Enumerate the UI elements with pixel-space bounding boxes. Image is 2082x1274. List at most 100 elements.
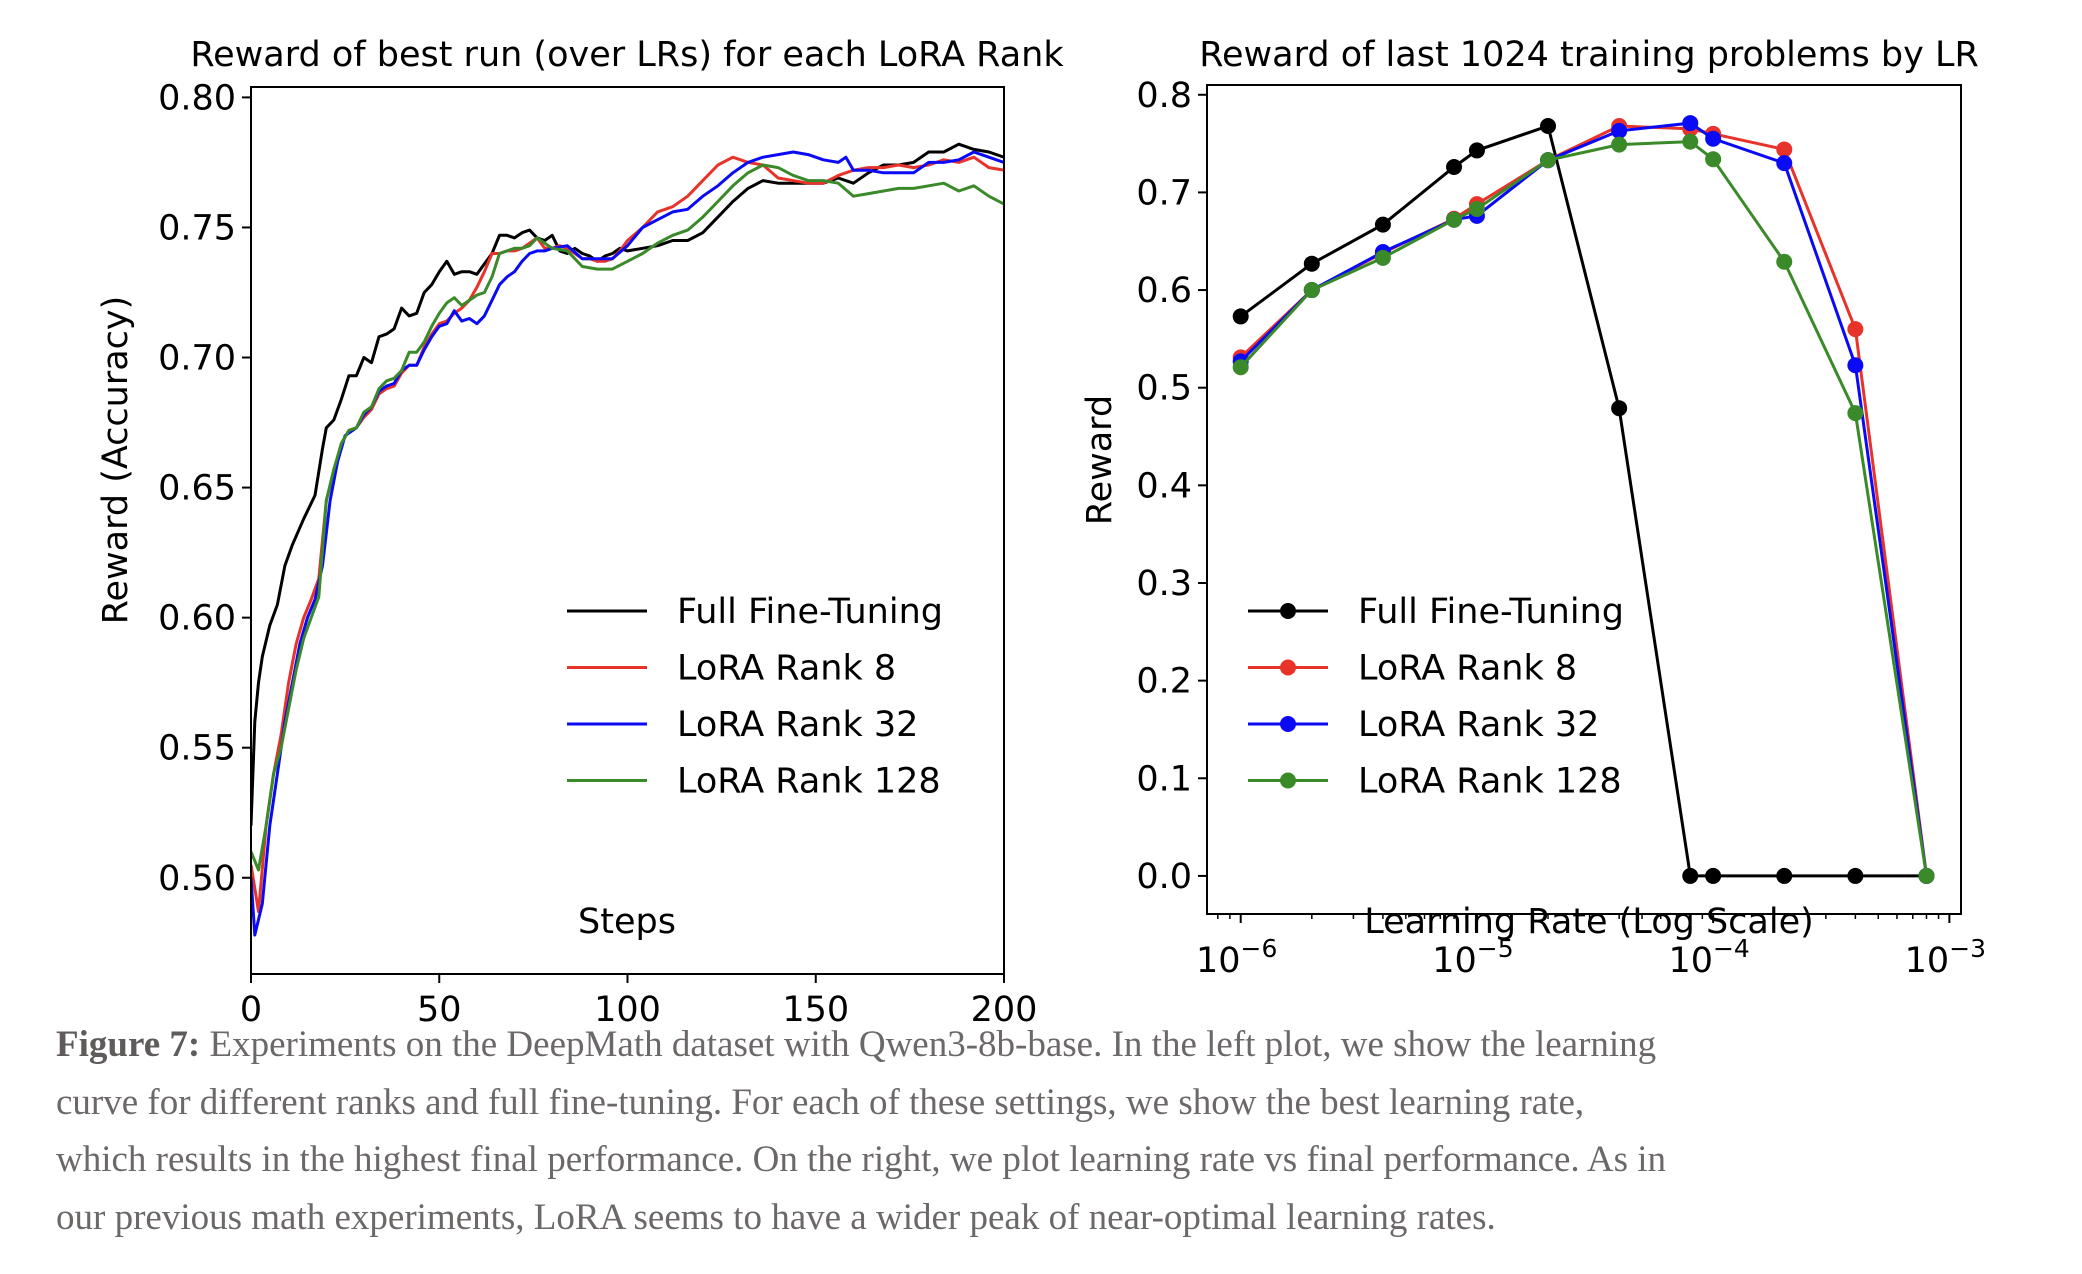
- right-data-point: [1468, 201, 1485, 218]
- right-legend-label-4: LoRA Rank 128: [1358, 762, 1622, 802]
- right-data-point: [1776, 867, 1793, 884]
- caption-text-1: Experiments on the DeepMath dataset with…: [200, 1024, 1657, 1065]
- right-data-point: [1232, 308, 1249, 325]
- left-y-tick-label: 0.80: [158, 78, 236, 118]
- left-x-tick-label: 150: [782, 990, 849, 1030]
- right-y-tick-label: 0.0: [1136, 857, 1192, 897]
- left-y-tick-label: 0.55: [158, 729, 236, 769]
- right-data-point: [1847, 321, 1864, 338]
- left-x-axis-label: Steps: [578, 902, 676, 942]
- left-series-line-3: [251, 150, 1004, 937]
- left-plot-frame: [250, 86, 1005, 975]
- right-data-point: [1303, 255, 1320, 272]
- right-data-point: [1776, 155, 1793, 172]
- left-chart: Reward of best run (over LRs) for each L…: [96, 35, 1064, 1030]
- right-y-tick-label: 0.8: [1136, 76, 1192, 116]
- right-series-1: [1232, 118, 1935, 884]
- right-legend-label-1: Full Fine-Tuning: [1358, 592, 1624, 632]
- right-data-point: [1374, 249, 1391, 266]
- right-y-tick-label: 0.5: [1136, 369, 1192, 409]
- right-x-tick-label: 10−4: [1668, 934, 1749, 981]
- right-legend-label-2: LoRA Rank 8: [1358, 649, 1577, 689]
- left-x-tick-label: 100: [594, 990, 661, 1030]
- right-data-point: [1847, 357, 1864, 374]
- tick-exponent: −6: [1241, 934, 1278, 963]
- left-y-tick-label: 0.50: [158, 859, 236, 899]
- right-data-point: [1705, 151, 1722, 168]
- right-data-point: [1540, 152, 1557, 169]
- tick-base: 10: [1905, 941, 1950, 981]
- right-data-point: [1776, 141, 1793, 158]
- right-data-point: [1682, 133, 1699, 150]
- right-legend-label-3: LoRA Rank 32: [1358, 705, 1599, 745]
- tick-base: 10: [1432, 941, 1477, 981]
- right-data-point: [1776, 253, 1793, 270]
- left-y-tick-label: 0.75: [158, 208, 236, 248]
- right-chart: Reward of last 1024 training problems by…: [1080, 35, 1986, 981]
- left-y-tick-label: 0.60: [158, 599, 236, 639]
- right-data-point: [1847, 405, 1864, 422]
- right-data-point: [1232, 359, 1249, 376]
- left-y-tick-label: 0.65: [158, 469, 236, 509]
- left-series-line-4: [251, 163, 1004, 872]
- right-data-point: [1303, 282, 1320, 299]
- right-plot-frame: [1206, 84, 1962, 915]
- right-legend: Full Fine-Tuning LoRA Rank 8 LoRA Rank 32 L…: [1248, 592, 1624, 802]
- right-legend-marker-3: [1280, 716, 1296, 732]
- caption-line-1: Figure 7: Experiments on the DeepMath da…: [56, 1016, 2066, 1074]
- tick-exponent: −3: [1949, 934, 1986, 963]
- right-data-point: [1374, 216, 1391, 233]
- left-legend: Full Fine-Tuning LoRA Rank 8 LoRA Rank 32 L…: [567, 592, 943, 802]
- right-data-point: [1918, 867, 1935, 884]
- left-x-tick-label: 0: [240, 990, 262, 1030]
- right-legend-marker-1: [1280, 603, 1296, 619]
- caption-label: Figure 7:: [56, 1024, 201, 1065]
- right-x-tick-label: 10−5: [1432, 934, 1513, 981]
- right-series-line-4: [1239, 140, 1928, 877]
- right-y-tick-label: 0.7: [1136, 173, 1192, 213]
- right-y-axis-label: Reward: [1080, 395, 1120, 525]
- right-data-point: [1705, 867, 1722, 884]
- right-x-tick-label: 10−3: [1905, 934, 1986, 981]
- right-y-tick-label: 0.4: [1136, 466, 1192, 506]
- right-data-point: [1705, 130, 1722, 147]
- left-x-tick-label: 50: [417, 990, 462, 1030]
- right-series-4: [1232, 133, 1935, 884]
- right-legend-marker-4: [1280, 772, 1296, 789]
- right-x-tick-label: 10−6: [1196, 934, 1277, 981]
- caption-line-2: curve for different ranks and full fine-…: [56, 1081, 1585, 1123]
- right-x-axis-label: Learning Rate (Log Scale): [1364, 902, 1814, 942]
- right-chart-title: Reward of last 1024 training problems by…: [1199, 35, 1979, 75]
- tick-base: 10: [1196, 941, 1241, 981]
- figure-caption: Figure 7: Experiments on the DeepMath da…: [56, 1016, 2066, 1246]
- tick-base: 10: [1668, 941, 1713, 981]
- left-y-tick-label: 0.70: [158, 339, 236, 379]
- left-chart-title: Reward of best run (over LRs) for each L…: [190, 35, 1064, 75]
- right-data-point: [1540, 118, 1557, 135]
- left-y-axis-label: Reward (Accuracy): [96, 296, 136, 625]
- tick-exponent: −4: [1713, 934, 1750, 963]
- right-legend-marker-2: [1280, 659, 1296, 676]
- right-data-point: [1682, 867, 1699, 884]
- right-data-point: [1847, 867, 1864, 884]
- right-data-point: [1611, 122, 1628, 139]
- left-x-tick-label: 200: [971, 990, 1038, 1030]
- right-data-point: [1611, 136, 1628, 153]
- right-y-tick-label: 0.2: [1136, 662, 1192, 702]
- right-data-point: [1611, 400, 1628, 417]
- right-data-point: [1446, 211, 1463, 228]
- right-y-tick-label: 0.1: [1136, 759, 1192, 799]
- right-data-point: [1446, 159, 1463, 176]
- left-legend-label-4: LoRA Rank 128: [677, 762, 941, 802]
- right-series-line-1: [1239, 124, 1927, 878]
- right-series-line-3: [1239, 121, 1928, 877]
- left-legend-label-3: LoRA Rank 32: [677, 705, 918, 745]
- right-data-point: [1468, 142, 1485, 159]
- left-legend-label-1: Full Fine-Tuning: [677, 592, 943, 632]
- right-data-point: [1682, 115, 1699, 132]
- tick-exponent: −5: [1477, 934, 1514, 963]
- right-y-tick-label: 0.3: [1136, 564, 1192, 604]
- caption-line-4: our previous math experiments, LoRA seem…: [56, 1196, 1496, 1238]
- left-legend-label-2: LoRA Rank 8: [677, 649, 896, 689]
